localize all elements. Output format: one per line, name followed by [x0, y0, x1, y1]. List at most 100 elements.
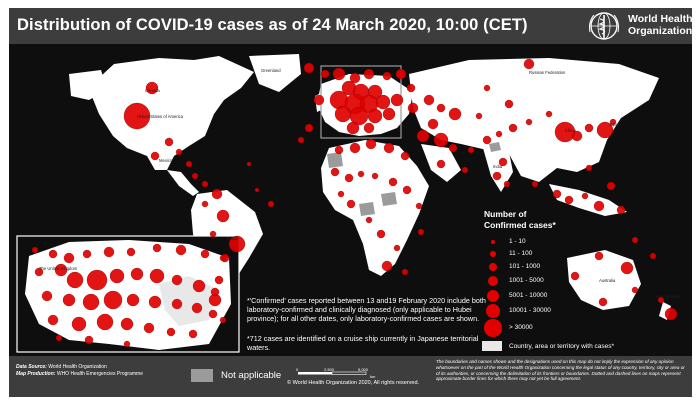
- case-circle: [152, 243, 162, 253]
- case-circle: [84, 335, 94, 345]
- map-title: Distribution of COVID-19 cases as of 24 …: [17, 16, 528, 34]
- case-circle: [383, 142, 395, 154]
- legend-dot-7: [484, 319, 502, 337]
- case-circle: [143, 322, 155, 334]
- case-circle: [103, 290, 123, 310]
- case-circle: [436, 103, 446, 113]
- case-circle: [164, 137, 174, 147]
- case-circle: [393, 244, 401, 252]
- case-circle: [34, 267, 44, 277]
- case-circle: [631, 236, 639, 244]
- case-circle: [571, 130, 583, 142]
- legend-other-label: Country, area or territory with cases*: [509, 343, 614, 350]
- map-production-value: WHO Health Emergencies Programme: [56, 371, 143, 377]
- scale-unit: km: [370, 374, 376, 379]
- case-circle: [382, 71, 392, 81]
- case-circle: [416, 129, 430, 143]
- label-brazil: Brazil: [227, 236, 238, 241]
- case-circle: [192, 279, 206, 293]
- case-circle: [188, 329, 198, 339]
- case-circle: [145, 81, 159, 95]
- central-africa-na: [359, 202, 375, 216]
- case-circle: [388, 177, 398, 187]
- case-circle: [525, 118, 533, 126]
- case-circle: [201, 200, 209, 208]
- case-circle: [363, 68, 375, 80]
- case-circle: [596, 121, 614, 139]
- case-circle: [371, 172, 379, 180]
- case-circle: [585, 164, 593, 172]
- scale-bar: 0 2,500 5,000 km: [294, 366, 384, 379]
- case-circle: [210, 287, 220, 297]
- data-source: Data Source: World Health Organization: [16, 364, 107, 370]
- case-circle: [219, 254, 227, 262]
- case-circle: [609, 118, 617, 126]
- legend-dot-5: [486, 289, 500, 303]
- label-usa: United States of America: [137, 114, 184, 119]
- case-circle: [185, 160, 193, 168]
- case-circle: [47, 314, 59, 326]
- case-circle: [598, 297, 608, 307]
- case-circle: [175, 244, 187, 256]
- case-circle: [55, 334, 63, 342]
- legend-label-3: 101 - 1000: [509, 263, 541, 270]
- legend-title: Number of Confirmed cases*: [484, 209, 556, 230]
- map-production: Map Production: WHO Health Emergencies P…: [16, 371, 143, 377]
- case-circle: [171, 274, 183, 286]
- case-circle: [330, 167, 340, 177]
- note-cruise-ship: *712 cases are identified on a cruise sh…: [247, 334, 479, 352]
- case-circle: [406, 83, 416, 93]
- data-source-value: World Health Organization: [48, 364, 107, 370]
- case-circle: [216, 209, 230, 223]
- case-circle: [564, 195, 574, 205]
- legend-title-line1: Number of: [484, 209, 527, 219]
- disclaimer: The boundaries and names shown and the d…: [436, 359, 685, 382]
- case-circle: [606, 181, 616, 191]
- legend-label-5: 5001 - 10000: [509, 292, 548, 299]
- case-circle: [593, 200, 605, 212]
- case-circle: [123, 340, 131, 348]
- case-circle: [357, 170, 365, 178]
- case-circle: [126, 293, 140, 307]
- world-map[interactable]: Canada United States of America Mexico B…: [9, 44, 692, 356]
- case-circle: [126, 247, 136, 257]
- case-circle: [303, 62, 315, 74]
- case-circle: [349, 142, 361, 154]
- central-america-land: [167, 170, 199, 196]
- case-circle: [417, 228, 425, 236]
- case-circle: [545, 110, 553, 118]
- label-uk: The United Kingdom: [39, 266, 78, 271]
- greenland-land: [249, 54, 301, 92]
- south-sudan-na: [381, 192, 397, 206]
- case-circle: [334, 105, 352, 123]
- case-circle: [594, 251, 604, 261]
- case-circle: [482, 135, 492, 145]
- case-circle: [365, 216, 373, 224]
- case-circle: [448, 107, 462, 121]
- case-circle: [376, 229, 386, 239]
- case-circle: [219, 316, 227, 324]
- case-circle: [498, 157, 508, 167]
- case-circle: [304, 123, 314, 133]
- case-circle: [415, 202, 423, 210]
- case-circle: [363, 122, 375, 134]
- note-confirmed: *'Confirmed' cases reported between 13 a…: [247, 296, 486, 323]
- case-circle: [402, 185, 412, 195]
- case-circle: [96, 313, 114, 331]
- case-circle: [523, 58, 535, 70]
- case-circle: [48, 249, 58, 259]
- case-circle: [495, 130, 503, 138]
- case-circle: [337, 190, 345, 198]
- case-circle: [208, 309, 218, 319]
- case-circle: [214, 275, 224, 285]
- case-circle: [552, 189, 562, 199]
- case-circle: [657, 296, 665, 304]
- legend-dot-4: [488, 276, 498, 286]
- case-circle: [616, 205, 626, 215]
- case-circle: [71, 316, 87, 332]
- who-emblem-icon: [586, 10, 622, 42]
- who-name-line2: Organization: [628, 25, 693, 37]
- case-circle: [664, 307, 678, 321]
- case-circle: [246, 161, 252, 167]
- legend-dot-3: [489, 263, 497, 271]
